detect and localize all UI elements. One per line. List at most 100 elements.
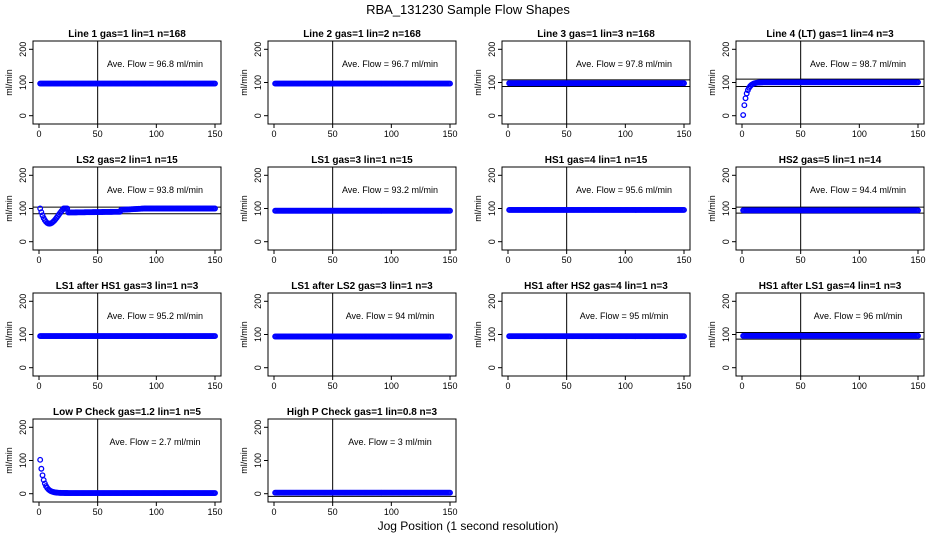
panel-title: LS1 gas=3 lin=1 n=15 <box>311 155 413 166</box>
y-tick-label: 100 <box>253 201 263 216</box>
y-axis-label: ml/min <box>239 195 249 222</box>
y-tick-label: 100 <box>18 75 28 90</box>
panel-title: Line 3 gas=1 lin=3 n=168 <box>537 29 655 40</box>
x-axis-label: Jog Position (1 second resolution) <box>377 519 559 533</box>
data-point <box>742 95 749 102</box>
data-point <box>681 207 687 213</box>
y-tick-label: 200 <box>18 42 28 57</box>
x-tick-label: 50 <box>93 129 103 139</box>
y-tick-label: 0 <box>18 113 28 118</box>
average-flow-annotation: Ave. Flow = 96.7 ml/min <box>342 59 438 69</box>
data-point <box>212 80 218 87</box>
panel-title: HS1 gas=4 lin=1 n=15 <box>545 155 648 166</box>
x-tick-label: 100 <box>149 255 164 265</box>
x-tick-label: 50 <box>328 255 338 265</box>
x-tick-label: 50 <box>796 381 806 391</box>
figure-title: RBA_131230 Sample Flow Shapes <box>366 2 570 17</box>
y-tick-label: 0 <box>18 239 28 244</box>
y-axis-label: ml/min <box>473 69 483 96</box>
x-tick-label: 50 <box>93 381 103 391</box>
y-tick-label: 200 <box>721 168 731 183</box>
data-point <box>681 80 687 87</box>
x-tick-label: 50 <box>93 255 103 265</box>
plot-frame <box>32 418 222 503</box>
y-tick-label: 100 <box>253 327 263 342</box>
x-tick-label: 150 <box>207 507 222 517</box>
data-point <box>740 112 747 118</box>
x-tick-label: 100 <box>852 129 867 139</box>
average-flow-annotation: Ave. Flow = 2.7 ml/min <box>109 437 200 447</box>
x-tick-label: 100 <box>384 381 399 391</box>
y-axis-label: ml/min <box>4 195 14 222</box>
x-tick-label: 150 <box>207 255 222 265</box>
y-tick-label: 100 <box>487 75 497 90</box>
average-flow-annotation: Ave. Flow = 95.2 ml/min <box>107 311 203 321</box>
data-point <box>447 207 453 214</box>
y-tick-label: 100 <box>18 201 28 216</box>
x-tick-label: 100 <box>384 507 399 517</box>
y-axis-label: ml/min <box>239 447 249 474</box>
y-axis-label: ml/min <box>707 321 717 348</box>
average-flow-annotation: Ave. Flow = 3 ml/min <box>348 437 432 447</box>
x-tick-label: 0 <box>271 381 276 391</box>
x-tick-label: 0 <box>271 129 276 139</box>
average-flow-annotation: Ave. Flow = 96.8 ml/min <box>107 59 203 69</box>
y-tick-label: 200 <box>253 168 263 183</box>
x-tick-label: 150 <box>442 129 457 139</box>
panel-title: LS1 after LS2 gas=3 lin=1 n=3 <box>291 281 433 292</box>
y-tick-label: 200 <box>18 168 28 183</box>
data-point <box>212 490 218 496</box>
x-tick-label: 150 <box>442 507 457 517</box>
panel-title: HS1 after HS2 gas=4 lin=1 n=3 <box>524 281 668 292</box>
x-tick-label: 150 <box>910 255 925 265</box>
y-axis-label: ml/min <box>239 69 249 96</box>
y-axis-label: ml/min <box>4 69 14 96</box>
panel-title: Low P Check gas=1.2 lin=1 n=5 <box>53 407 201 418</box>
y-tick-label: 200 <box>253 42 263 57</box>
y-tick-label: 200 <box>18 420 28 435</box>
y-tick-label: 100 <box>721 201 731 216</box>
x-tick-label: 0 <box>505 255 510 265</box>
average-flow-annotation: Ave. Flow = 93.2 ml/min <box>342 185 438 195</box>
y-axis-label: ml/min <box>707 195 717 222</box>
y-tick-label: 200 <box>721 294 731 309</box>
x-tick-label: 100 <box>618 129 633 139</box>
x-tick-label: 50 <box>562 381 572 391</box>
data-point <box>447 80 453 87</box>
average-flow-annotation: Ave. Flow = 97.8 ml/min <box>576 59 672 69</box>
x-tick-label: 100 <box>149 381 164 391</box>
y-axis-label: ml/min <box>239 321 249 348</box>
data-point <box>212 333 218 340</box>
y-tick-label: 100 <box>253 75 263 90</box>
data-point <box>743 90 750 97</box>
x-tick-label: 150 <box>676 255 691 265</box>
y-axis-label: ml/min <box>707 69 717 96</box>
x-tick-label: 50 <box>328 381 338 391</box>
x-tick-label: 0 <box>36 381 41 391</box>
y-tick-label: 200 <box>18 294 28 309</box>
y-tick-label: 100 <box>18 327 28 342</box>
panel-title: HS1 after LS1 gas=4 lin=1 n=3 <box>759 281 902 292</box>
x-tick-label: 150 <box>910 381 925 391</box>
x-tick-label: 100 <box>852 255 867 265</box>
y-axis-label: ml/min <box>473 195 483 222</box>
x-tick-label: 0 <box>271 507 276 517</box>
x-tick-label: 0 <box>505 129 510 139</box>
x-tick-label: 150 <box>676 381 691 391</box>
y-tick-label: 0 <box>18 365 28 370</box>
y-tick-label: 0 <box>721 239 731 244</box>
y-tick-label: 100 <box>721 75 731 90</box>
average-flow-annotation: Ave. Flow = 93.8 ml/min <box>107 185 203 195</box>
y-tick-label: 0 <box>253 491 263 496</box>
data-point <box>39 472 46 479</box>
panel-title: High P Check gas=1 lin=0.8 n=3 <box>287 407 438 418</box>
average-flow-annotation: Ave. Flow = 94.4 ml/min <box>810 185 906 195</box>
x-tick-label: 100 <box>384 129 399 139</box>
x-tick-label: 0 <box>739 129 744 139</box>
x-tick-label: 0 <box>739 255 744 265</box>
y-tick-label: 200 <box>487 294 497 309</box>
y-tick-label: 0 <box>487 365 497 370</box>
x-tick-label: 50 <box>93 507 103 517</box>
panel-title: Line 4 (LT) gas=1 lin=4 n=3 <box>766 29 894 40</box>
y-tick-label: 100 <box>253 453 263 468</box>
